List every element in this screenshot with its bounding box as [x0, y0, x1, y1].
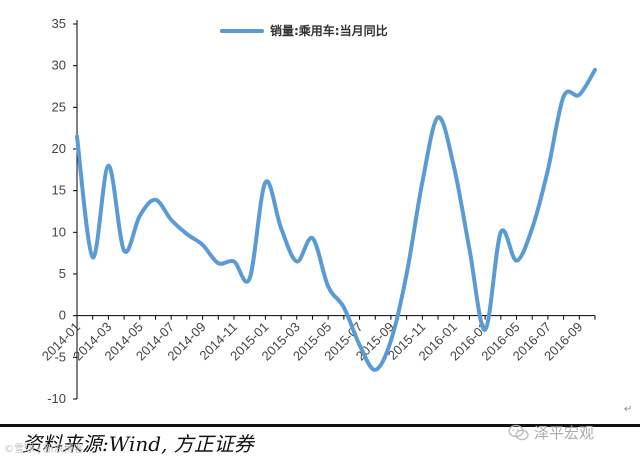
- watermark-right-text: 泽平宏观: [534, 424, 595, 442]
- y-tick-label: 0: [59, 308, 66, 323]
- source-note: 资料来源:Wind, 方正证券: [22, 432, 254, 456]
- series-line: [75, 67, 597, 372]
- watermark-right: 泽平宏观: [508, 422, 594, 443]
- y-tick-label: 15: [52, 183, 66, 198]
- x-axis: 2014-012014-032014-052014-072014-092014-…: [39, 315, 596, 364]
- chart: -10 -5 0 5 10 15 20 25 30 35 2014-012014-032014-0…: [39, 16, 597, 406]
- y-tick-label: 35: [52, 16, 66, 31]
- series-layer: [75, 67, 597, 372]
- return-mark: ↵: [624, 404, 633, 415]
- y-tick-label: 10: [52, 224, 66, 239]
- y-tick-label: 30: [52, 58, 66, 73]
- y-tick-label: 5: [59, 266, 66, 281]
- y-axis: -10 -5 0 5 10 15 20 25 30 35: [47, 16, 78, 406]
- y-tick-label: -10: [47, 391, 66, 406]
- y-tick-label: -5: [54, 349, 66, 364]
- footer-rule: [0, 424, 640, 427]
- legend-label: 销量:乘用车:当月同比: [270, 23, 388, 38]
- watermark-left: ©雪球 | 新浪博客: [4, 444, 84, 455]
- y-tick-label: 25: [52, 99, 66, 114]
- legend: 销量:乘用车:当月同比: [220, 23, 388, 38]
- wechat-icon: [508, 424, 529, 440]
- y-tick-label: 20: [52, 141, 66, 156]
